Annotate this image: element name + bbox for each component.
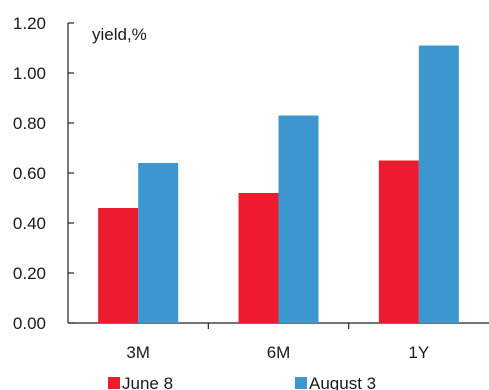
- bar-june-8: [378, 160, 419, 323]
- legend: June 8 August 3: [108, 374, 376, 390]
- bar-june-8: [98, 208, 139, 323]
- bar-june-8: [238, 193, 279, 323]
- x-tick-label: 1Y: [408, 343, 429, 362]
- y-tick-label: 0.40: [13, 214, 46, 233]
- y-tick-label: 0.80: [13, 114, 46, 133]
- bar-august-3: [278, 115, 319, 323]
- y-axis-ticks: 0.00 0.20 0.40 0.60 0.80 1.00 1.20: [13, 14, 74, 333]
- y-tick-label: 0.00: [13, 314, 46, 333]
- y-tick-label: 0.60: [13, 164, 46, 183]
- x-tick-label: 6M: [267, 343, 291, 362]
- legend-label: August 3: [309, 374, 376, 390]
- legend-swatch: [295, 377, 307, 389]
- legend-swatch: [108, 377, 120, 389]
- y-tick-label: 1.00: [13, 64, 46, 83]
- y-tick-label: 1.20: [13, 14, 46, 33]
- bar-august-3: [138, 163, 179, 323]
- y-tick-label: 0.20: [13, 264, 46, 283]
- legend-label: June 8: [122, 374, 173, 390]
- bar-series: [98, 45, 459, 323]
- y-axis-unit-label: yield,%: [92, 25, 147, 44]
- x-axis-ticks: 3M 6M 1Y: [126, 323, 429, 362]
- bar-august-3: [418, 45, 459, 323]
- x-tick-label: 3M: [126, 343, 150, 362]
